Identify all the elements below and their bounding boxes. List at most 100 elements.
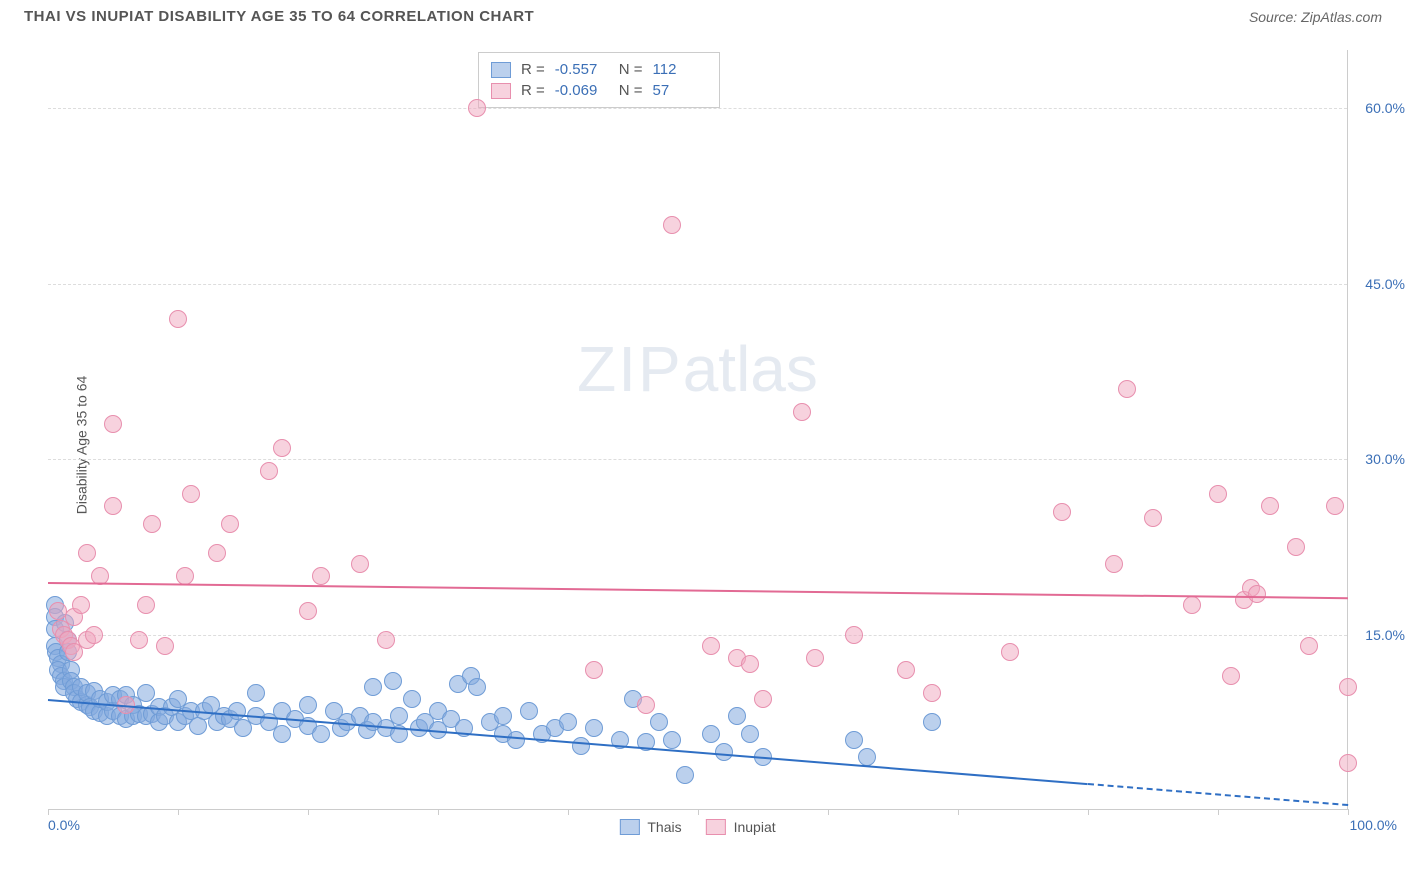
data-point [1300, 637, 1318, 655]
data-point [85, 626, 103, 644]
data-point [312, 725, 330, 743]
x-tick [438, 809, 439, 815]
x-tick [178, 809, 179, 815]
x-tick [1088, 809, 1089, 815]
data-point [156, 637, 174, 655]
data-point [858, 748, 876, 766]
data-point [143, 515, 161, 533]
data-point [663, 731, 681, 749]
legend-swatch [491, 83, 511, 99]
data-point [923, 684, 941, 702]
data-point [137, 596, 155, 614]
data-point [1339, 754, 1357, 772]
data-point [520, 702, 538, 720]
stat-n-label: N = [619, 61, 643, 78]
y-tick-label: 30.0% [1365, 451, 1405, 467]
legend-swatch [491, 62, 511, 78]
stat-r-value: -0.069 [555, 82, 609, 99]
data-point [273, 439, 291, 457]
legend-bottom: Thais Inupiat [619, 819, 775, 835]
data-point [1105, 555, 1123, 573]
chart-container: Disability Age 35 to 64 ZIPatlas R =-0.5… [48, 50, 1388, 840]
legend-label: Inupiat [734, 819, 776, 835]
legend-swatch [706, 819, 726, 835]
x-axis-min-label: 0.0% [48, 817, 80, 833]
data-point [221, 515, 239, 533]
legend-label: Thais [647, 819, 681, 835]
data-point [663, 216, 681, 234]
data-point [897, 661, 915, 679]
data-point [169, 310, 187, 328]
data-point [468, 678, 486, 696]
data-point [702, 637, 720, 655]
stat-n-value: 57 [653, 82, 707, 99]
stat-n-value: 112 [653, 61, 707, 78]
data-point [390, 707, 408, 725]
data-point [228, 702, 246, 720]
x-tick [1348, 809, 1349, 815]
plot-area: ZIPatlas R =-0.557N =112R =-0.069N =57 T… [48, 50, 1348, 810]
data-point [1144, 509, 1162, 527]
data-point [702, 725, 720, 743]
regression-line [1088, 783, 1348, 806]
data-point [637, 696, 655, 714]
data-point [1118, 380, 1136, 398]
data-point [78, 544, 96, 562]
data-point [176, 567, 194, 585]
data-point [1261, 497, 1279, 515]
data-point [845, 626, 863, 644]
data-point [377, 631, 395, 649]
data-point [559, 713, 577, 731]
gridline [48, 108, 1347, 109]
data-point [585, 719, 603, 737]
data-point [260, 462, 278, 480]
x-tick [568, 809, 569, 815]
y-tick-label: 60.0% [1365, 100, 1405, 116]
data-point [728, 707, 746, 725]
data-point [299, 602, 317, 620]
data-point [1209, 485, 1227, 503]
data-point [1183, 596, 1201, 614]
data-point [468, 99, 486, 117]
regression-line [48, 582, 1348, 599]
data-point [208, 544, 226, 562]
data-point [312, 567, 330, 585]
chart-source: Source: ZipAtlas.com [1249, 9, 1382, 25]
stat-r-value: -0.557 [555, 61, 609, 78]
data-point [403, 690, 421, 708]
x-tick [1218, 809, 1219, 815]
data-point [1053, 503, 1071, 521]
x-tick [958, 809, 959, 815]
stats-box: R = -0.557 N = 112 R = -0.069 N = 57 [478, 52, 720, 108]
data-point [351, 555, 369, 573]
data-point [650, 713, 668, 731]
data-point [793, 403, 811, 421]
x-tick [828, 809, 829, 815]
y-tick-label: 15.0% [1365, 627, 1405, 643]
chart-title: THAI VS INUPIAT DISABILITY AGE 35 TO 64 … [24, 8, 534, 25]
data-point [845, 731, 863, 749]
x-tick [48, 809, 49, 815]
data-point [1326, 497, 1344, 515]
stat-r-label: R = [521, 82, 545, 99]
chart-header: THAI VS INUPIAT DISABILITY AGE 35 TO 64 … [0, 0, 1406, 29]
data-point [754, 690, 772, 708]
data-point [585, 661, 603, 679]
data-point [715, 743, 733, 761]
x-tick [308, 809, 309, 815]
stats-row: R = -0.557 N = 112 [491, 59, 707, 80]
x-axis-max-label: 100.0% [1350, 817, 1397, 833]
data-point [72, 596, 90, 614]
data-point [1339, 678, 1357, 696]
data-point [741, 725, 759, 743]
data-point [572, 737, 590, 755]
data-point [384, 672, 402, 690]
stat-r-label: R = [521, 61, 545, 78]
gridline [48, 459, 1347, 460]
stats-row: R = -0.069 N = 57 [491, 80, 707, 101]
data-point [1248, 585, 1266, 603]
y-tick-label: 45.0% [1365, 276, 1405, 292]
data-point [104, 415, 122, 433]
gridline [48, 284, 1347, 285]
stat-n-label: N = [619, 82, 643, 99]
